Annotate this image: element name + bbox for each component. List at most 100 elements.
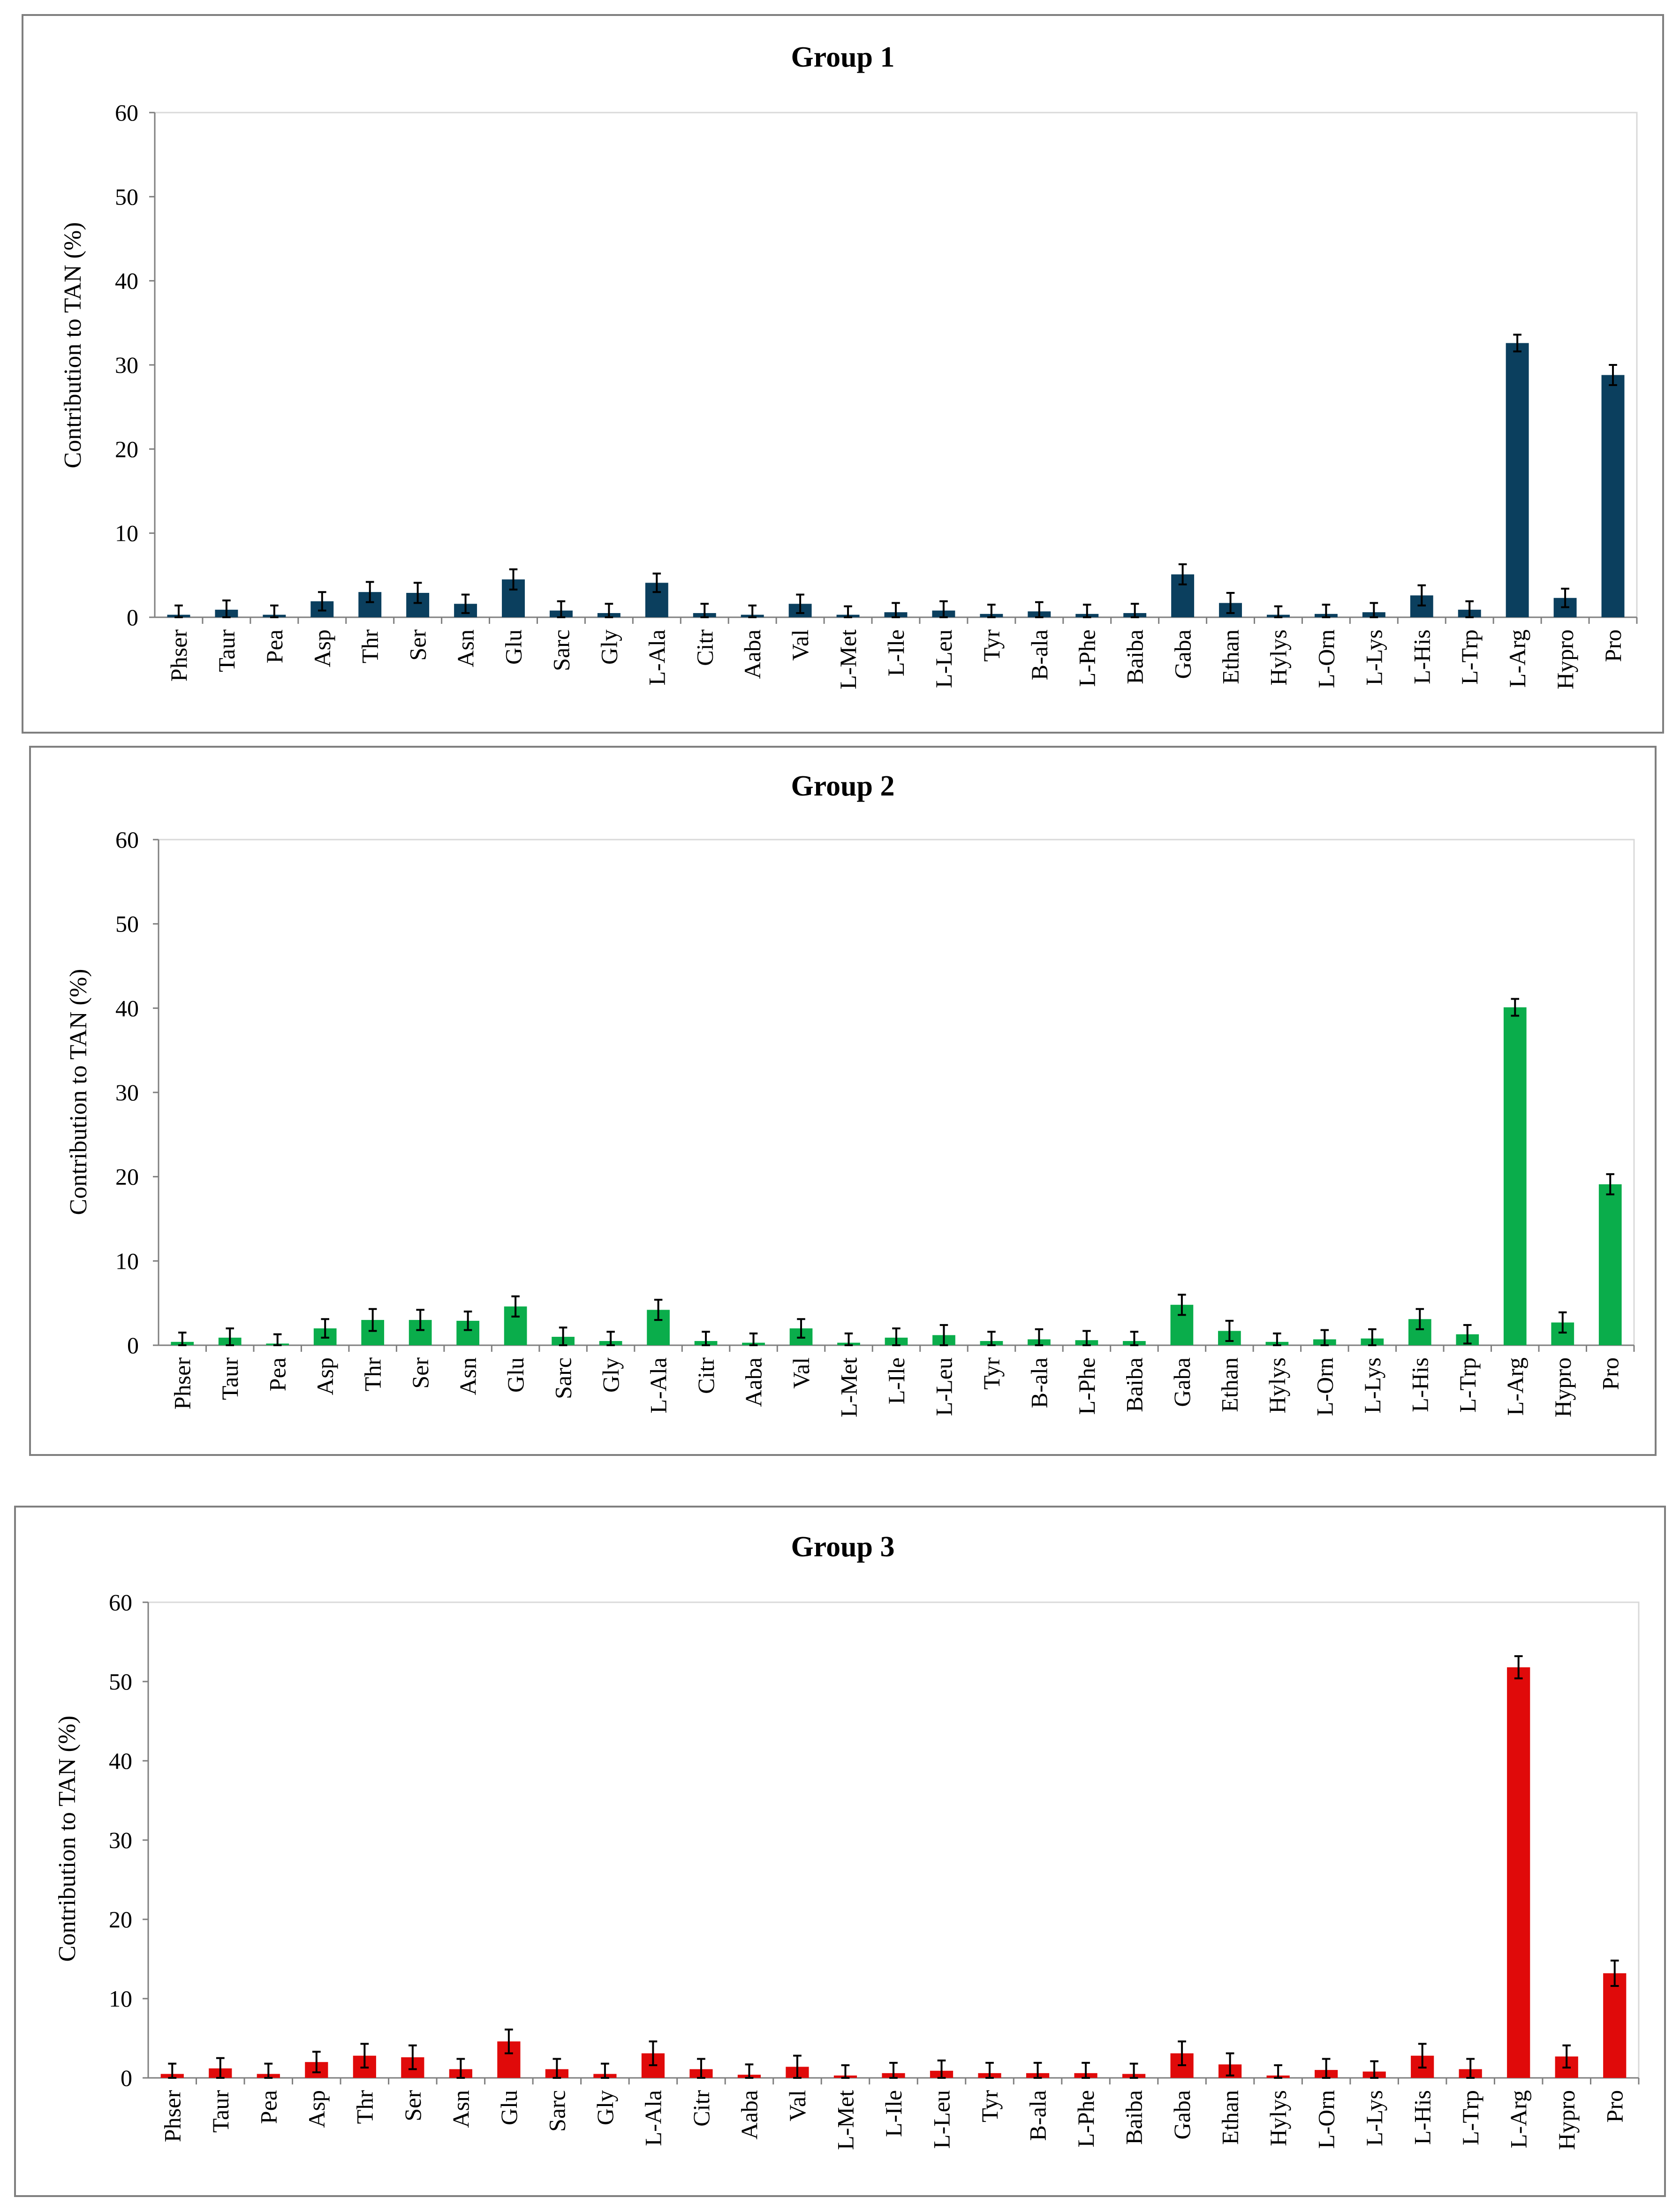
chart-title: Group 3	[791, 1531, 894, 1563]
y-tick-label: 0	[121, 2065, 132, 2091]
x-tick-label: Baiba	[1121, 1357, 1147, 1412]
x-tick-label: Pea	[265, 1357, 291, 1391]
x-tick-label: L-Ala	[643, 629, 670, 685]
chart-title: Group 1	[791, 41, 894, 73]
x-tick-label: Phser	[166, 629, 192, 682]
x-tick-label: Gaba	[1169, 2090, 1195, 2140]
x-tick-label: Aaba	[736, 2090, 762, 2140]
x-tick-label: L-Orn	[1313, 629, 1339, 688]
x-tick-label: Gaba	[1170, 629, 1196, 679]
x-tick-label: L-Lys	[1361, 2090, 1387, 2146]
y-tick-label: 0	[127, 604, 138, 630]
x-tick-label: L-His	[1409, 2090, 1436, 2145]
x-tick-label: Taur	[213, 629, 240, 672]
x-tick-label: L-Orn	[1311, 1357, 1338, 1416]
y-tick-label: 60	[115, 99, 138, 126]
y-tick-label: 30	[115, 1079, 139, 1106]
y-tick-label: 50	[109, 1668, 132, 1695]
y-tick-label: 20	[115, 436, 138, 462]
x-tick-label: Sarc	[544, 2090, 570, 2132]
x-tick-label: L-Ala	[645, 1357, 672, 1413]
x-tick-label: Val	[787, 629, 813, 661]
x-tick-label: Glu	[502, 1357, 529, 1393]
x-tick-label: Hypro	[1550, 1357, 1576, 1417]
y-tick-label: 20	[115, 1164, 139, 1190]
y-axis-label: Contribution to TAN (%)	[60, 222, 86, 469]
x-tick-label: Ethan	[1218, 629, 1244, 684]
x-tick-label: B-ala	[1026, 629, 1052, 680]
x-tick-label: L-Met	[836, 1357, 862, 1417]
chart-marks: 0 10 20 30 40 50 60 Phser Taur Pea Asp Thr Ser Asn Glu…	[115, 826, 1635, 1417]
x-tick-label: Pro	[1600, 629, 1626, 662]
x-tick-label: Ethan	[1217, 2090, 1243, 2145]
x-tick-label: L-Ile	[883, 629, 909, 676]
y-axis-label: Contribution to TAN (%)	[65, 969, 92, 1215]
x-tick-label: Val	[784, 2090, 810, 2122]
x-tick-label: L-Leu	[931, 1357, 957, 1416]
x-tick-label: Gly	[592, 2090, 618, 2125]
x-tick-label: Citr	[688, 2090, 714, 2127]
y-tick-label: 50	[115, 911, 139, 937]
x-tick-label: L-Arg	[1502, 1357, 1528, 1416]
x-tick-label: Thr	[360, 1357, 386, 1392]
x-tick-label: Hylys	[1265, 2090, 1291, 2146]
x-tick-label: Asn	[453, 629, 479, 667]
x-tick-label: Sarc	[548, 629, 574, 671]
x-tick-label: Pea	[255, 2090, 281, 2124]
chart-frame	[29, 746, 1657, 1456]
y-tick-label: 40	[109, 1748, 132, 1774]
x-tick-label: Pea	[261, 629, 288, 663]
x-tick-label: B-ala	[1025, 2090, 1051, 2141]
x-tick-label: L-Lys	[1359, 1357, 1385, 1413]
x-tick-label: L-Met	[832, 2090, 858, 2150]
x-tick-label: Asn	[447, 2090, 474, 2128]
chart-panel-group-3: Group 3 Contribution to TAN (%) 0 10 20 30 4…	[14, 1506, 1666, 2197]
x-tick-label: L-Arg	[1506, 2090, 1532, 2148]
x-tick-label: Pro	[1602, 2090, 1628, 2122]
x-tick-label: L-Phe	[1074, 1357, 1100, 1415]
x-tick-label: Phser	[169, 1357, 196, 1409]
x-tick-label: Baiba	[1121, 2090, 1147, 2145]
x-tick-label: L-Lys	[1361, 629, 1387, 685]
x-tick-label: Ethan	[1216, 1357, 1242, 1412]
y-tick-label: 40	[115, 995, 139, 1021]
y-tick-label: 0	[127, 1332, 139, 1358]
y-tick-label: 30	[115, 352, 138, 378]
x-tick-label: Sarc	[550, 1357, 576, 1399]
x-tick-label: L-Trp	[1457, 2090, 1483, 2145]
x-tick-label: Taur	[217, 1357, 243, 1400]
x-tick-label: Ser	[400, 2090, 426, 2122]
chart-title: Group 2	[791, 770, 894, 802]
x-tick-label: Citr	[691, 629, 718, 666]
chart-panel-group-2: Group 2 Contribution to TAN (%) 0 10 20 30 4…	[29, 746, 1657, 1456]
x-tick-label: Hypro	[1553, 2090, 1580, 2150]
x-tick-label: Pro	[1597, 1357, 1623, 1390]
bar	[1598, 1184, 1622, 1345]
x-tick-label: L-Arg	[1504, 629, 1530, 688]
x-tick-label: Gaba	[1169, 1357, 1195, 1407]
bar	[1601, 375, 1625, 617]
x-tick-label: L-Ala	[640, 2090, 666, 2146]
x-tick-label: Asp	[312, 1357, 338, 1395]
x-tick-label: L-His	[1408, 629, 1435, 684]
y-tick-label: 10	[109, 1985, 132, 2012]
x-tick-label: L-Trp	[1454, 1357, 1481, 1413]
x-tick-label: B-ala	[1026, 1357, 1052, 1408]
x-tick-label: Baiba	[1122, 629, 1148, 684]
x-tick-label: Citr	[693, 1357, 719, 1394]
x-tick-label: Glu	[496, 2090, 522, 2125]
x-tick-label: Aaba	[739, 629, 765, 679]
y-tick-label: 60	[109, 1589, 132, 1615]
x-tick-label: Hylys	[1264, 1357, 1290, 1413]
x-tick-label: L-Phe	[1074, 629, 1100, 687]
y-tick-label: 60	[115, 826, 139, 853]
x-tick-label: L-Leu	[931, 629, 957, 688]
chart-frame	[14, 1506, 1666, 2197]
x-tick-label: Ser	[405, 629, 431, 661]
y-tick-label: 30	[109, 1827, 132, 1853]
x-tick-label: Tyr	[978, 1357, 1005, 1390]
bar	[1507, 1667, 1530, 2078]
x-tick-label: Tyr	[978, 629, 1005, 662]
chart-frame	[22, 14, 1664, 734]
x-tick-label: L-Ile	[880, 2090, 907, 2137]
